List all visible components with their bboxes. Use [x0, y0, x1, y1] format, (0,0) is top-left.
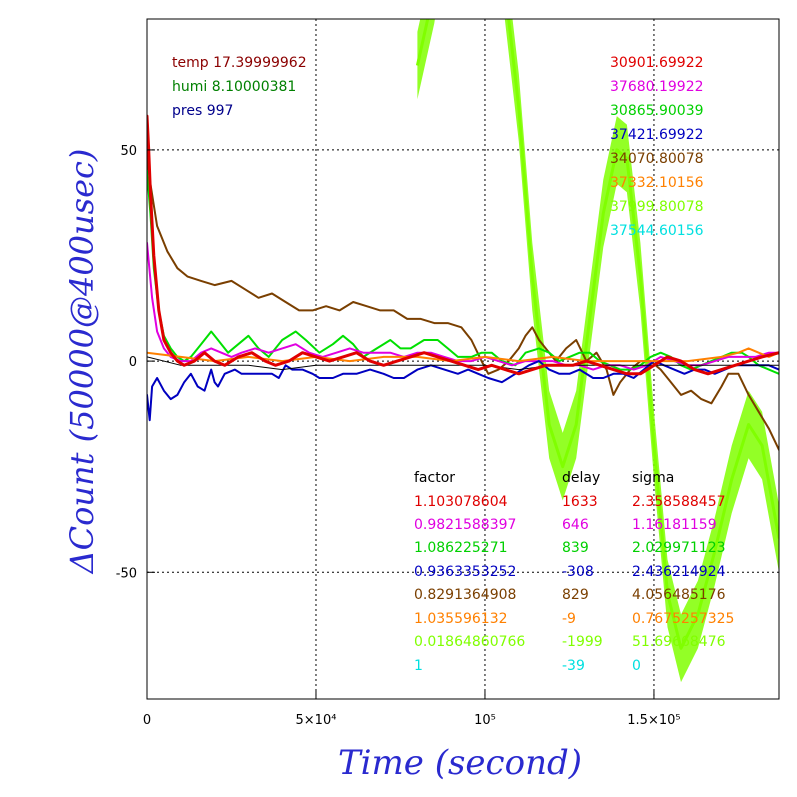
- baseline-value: 37999.80078: [610, 199, 704, 215]
- env-annotations: temp 17.39999962 humi 8.10000381 pres 99…: [172, 55, 307, 119]
- grid-layer: [147, 19, 779, 699]
- env-temp-label: temp 17.39999962: [172, 55, 307, 71]
- factor-cell: 0.01864860766: [414, 634, 525, 650]
- factor-cell: 1.086225271: [414, 540, 508, 556]
- x-tick-label: 10⁵: [474, 713, 496, 728]
- y-tick-label: 50: [120, 144, 137, 159]
- series-layer: [147, 19, 779, 683]
- delay-cell: 1633: [562, 494, 598, 510]
- baseline-value: 37680.19922: [610, 79, 704, 95]
- delay-cell: -39: [562, 658, 585, 674]
- sigma-cell: 0: [632, 658, 641, 674]
- delay-cell: -9: [562, 611, 576, 627]
- delay-cell: 839: [562, 540, 589, 556]
- baseline-value: 30901.69922: [610, 55, 704, 71]
- factor-cell: 1: [414, 658, 423, 674]
- delay-cell: 646: [562, 517, 589, 533]
- delay-cell: -308: [562, 564, 594, 580]
- sigma-cell: 4.056485176: [632, 587, 726, 603]
- factor-cell: 0.9821588397: [414, 517, 516, 533]
- x-tick-label: 1.5×10⁵: [627, 713, 680, 728]
- sigma-cell: 2.029971123: [632, 540, 726, 556]
- fit-table: factor delay sigma 1.103078604 1633 2.35…: [414, 470, 734, 674]
- factor-header: factor: [414, 470, 455, 486]
- sigma-cell: 0.7675257325: [632, 611, 734, 627]
- factor-cell: 1.103078604: [414, 494, 508, 510]
- y-tick-label: 0: [129, 355, 137, 370]
- baseline-value: 37332.10156: [610, 175, 704, 191]
- sigma-header: sigma: [632, 470, 674, 486]
- sigma-cell: 51.69668476: [632, 634, 726, 650]
- baseline-value: 37421.69922: [610, 127, 704, 143]
- y-axis-title: ΔCount (50000@400usec): [63, 149, 101, 576]
- baseline-value: 34070.80078: [610, 151, 704, 167]
- factor-cell: 1.035596132: [414, 611, 508, 627]
- sigma-cell: 2.436214924: [632, 564, 726, 580]
- series-line-7: [147, 114, 779, 376]
- y-tick-label: -50: [116, 566, 137, 581]
- series-line-5: [147, 347, 779, 363]
- sigma-cell: 2.358588457: [632, 494, 726, 510]
- tick-layer: 0 5×10⁴ 10⁵ 1.5×10⁵ 50 0 -50: [116, 144, 681, 728]
- delay-cell: -1999: [562, 634, 603, 650]
- series-group: [147, 19, 779, 683]
- series-line-3: [147, 241, 779, 371]
- x-tick-label: 0: [143, 713, 151, 728]
- factor-cell: 0.9363353252: [414, 564, 516, 580]
- delay-cell: 829: [562, 587, 589, 603]
- delay-header: delay: [562, 470, 600, 486]
- x-tick-label: 5×10⁴: [296, 713, 337, 728]
- plot-frame: [146, 18, 780, 700]
- baseline-value: 30865.90039: [610, 103, 704, 119]
- env-pres-label: pres 997: [172, 103, 233, 119]
- series-line-1: [147, 157, 779, 451]
- env-humi-label: humi 8.10000381: [172, 79, 296, 95]
- series-line-0: [415, 19, 779, 650]
- baseline-annotations: 30901.69922 37680.19922 30865.90039 3742…: [610, 55, 704, 239]
- baseline-value: 37544.60156: [610, 223, 704, 239]
- x-axis-title: Time (second): [338, 743, 582, 783]
- factor-cell: 0.8291364908: [414, 587, 516, 603]
- sigma-cell: 1.16181159: [632, 517, 717, 533]
